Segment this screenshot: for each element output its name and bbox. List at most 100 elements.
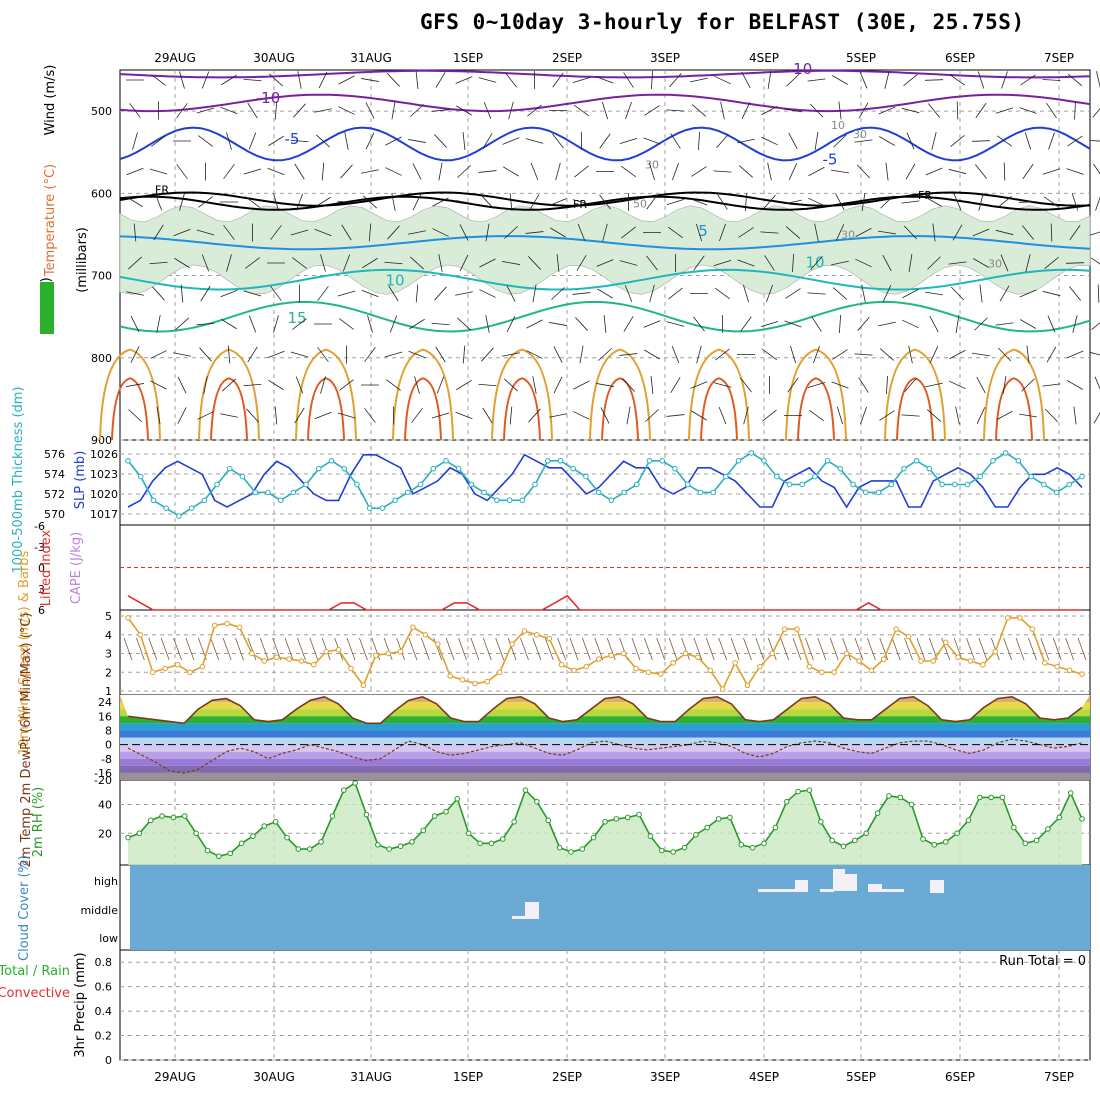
- wind-speed-10m-point: [397, 648, 404, 655]
- wind-barb: [908, 254, 913, 272]
- wind-barb: [1021, 378, 1035, 392]
- wind-barb: [972, 228, 990, 237]
- wind-barb: [1095, 196, 1100, 211]
- date-label-bottom: 2SEP: [552, 1070, 582, 1084]
- wind-speed-10m-point: [955, 654, 961, 661]
- wind-barb: [926, 409, 942, 422]
- isotherm-line: [99, 348, 161, 441]
- wind-barb: [861, 193, 866, 211]
- rh-2m-point: [829, 837, 835, 844]
- wind-speed-10m-point: [893, 626, 899, 632]
- wind-barb: [1067, 380, 1083, 390]
- wind-barb-10m: [867, 637, 876, 661]
- wind-barb: [438, 254, 443, 272]
- wind-barb: [648, 162, 656, 181]
- wind-barb: [290, 139, 309, 143]
- wind-speed-10m-point: [744, 682, 751, 689]
- wind-barb: [455, 411, 473, 420]
- isotherm-label: FR: [573, 198, 587, 211]
- wind-barb: [742, 284, 750, 303]
- wind-speed-10m-point: [583, 663, 590, 670]
- lifted-index-tick: -6: [34, 520, 45, 533]
- wind-barb: [832, 349, 848, 360]
- wind-barb: [223, 164, 235, 179]
- wind-speed-10m-point: [261, 658, 268, 664]
- wind-barb: [924, 79, 944, 81]
- wind-barb: [693, 316, 705, 332]
- wind-barb: [457, 165, 471, 178]
- wind-barb: [197, 411, 214, 420]
- wind-barb-10m: [148, 637, 158, 661]
- rh-2m-point: [1045, 826, 1051, 832]
- wind-barb: [320, 254, 326, 272]
- rh-2m-point: [431, 813, 438, 819]
- wind-barb: [626, 406, 631, 425]
- wind-barb: [952, 224, 963, 241]
- cloud-layer-tick: low: [99, 932, 118, 945]
- wind-barb: [245, 257, 260, 269]
- thickness-point: [952, 481, 958, 488]
- wind-barb: [435, 72, 446, 88]
- wind-barb: [196, 107, 215, 114]
- wind-barb: [953, 193, 962, 211]
- isotherm-line: [198, 348, 260, 441]
- thickness-point: [812, 473, 818, 480]
- isotherm-line: [700, 377, 738, 441]
- wind-barb: [808, 166, 825, 177]
- isotherm-line: [295, 348, 357, 441]
- rh-2m-point: [942, 839, 949, 845]
- wind-barb: [459, 254, 469, 272]
- thickness-point: [608, 497, 615, 504]
- wind-barb-10m: [532, 637, 542, 661]
- thickness-point: [163, 505, 169, 511]
- wind-barb-10m: [185, 637, 195, 661]
- wind-barb: [691, 104, 707, 117]
- wind-speed-10m-point: [819, 669, 825, 676]
- wind-barb-10m: [259, 637, 269, 661]
- wind-barb: [737, 138, 755, 144]
- wind-barb: [243, 290, 262, 297]
- rh-contour-label: 30: [841, 229, 855, 242]
- cloud-bar: [820, 889, 834, 892]
- rh-2m-point: [477, 840, 483, 847]
- rh-contour-label: 30: [853, 128, 867, 141]
- wind-speed-10m-point: [571, 667, 577, 674]
- thickness-point: [684, 481, 691, 488]
- wind-speed-10m-point: [657, 671, 664, 677]
- wind-barb: [931, 132, 937, 150]
- date-label-bottom: 7SEP: [1044, 1070, 1074, 1084]
- wind-barb: [788, 163, 798, 180]
- wind-barb: [1047, 315, 1056, 333]
- wind-barb: [149, 168, 168, 175]
- wind-barb: [905, 163, 916, 180]
- wind-barb: [1042, 383, 1061, 387]
- slp-tick: 1017: [90, 508, 118, 521]
- precip-tick: 0.2: [95, 1030, 113, 1043]
- wind-barb: [572, 292, 591, 295]
- wind-barb: [878, 106, 896, 115]
- wind-barb: [603, 315, 607, 333]
- wind-barb: [149, 261, 168, 265]
- wind-barb: [226, 132, 232, 150]
- wind-barb: [485, 315, 490, 333]
- pressure-tick: 500: [91, 105, 112, 118]
- thickness-point: [723, 473, 729, 480]
- temperature-axis-label: Temperature (°C): [43, 164, 58, 277]
- wind-barb-10m: [718, 637, 728, 661]
- isotherm-line: [404, 377, 442, 441]
- date-label-bottom: 31AUG: [350, 1070, 392, 1084]
- wind-barb: [198, 135, 213, 147]
- date-label-top: 31AUG: [350, 51, 392, 65]
- wind-barb: [408, 230, 426, 235]
- wind-barb: [713, 382, 732, 388]
- isotherm-line: [503, 377, 541, 441]
- wind-barb: [697, 131, 701, 151]
- wind-barb: [1044, 408, 1059, 423]
- wind-barb: [785, 288, 801, 299]
- wind-barb: [766, 284, 773, 303]
- wind-barb: [268, 379, 284, 391]
- wind-barb-10m: [1003, 637, 1013, 661]
- rh-2m-point: [1011, 824, 1017, 831]
- wind-barb-10m: [891, 637, 901, 661]
- wind-barb: [1096, 71, 1100, 89]
